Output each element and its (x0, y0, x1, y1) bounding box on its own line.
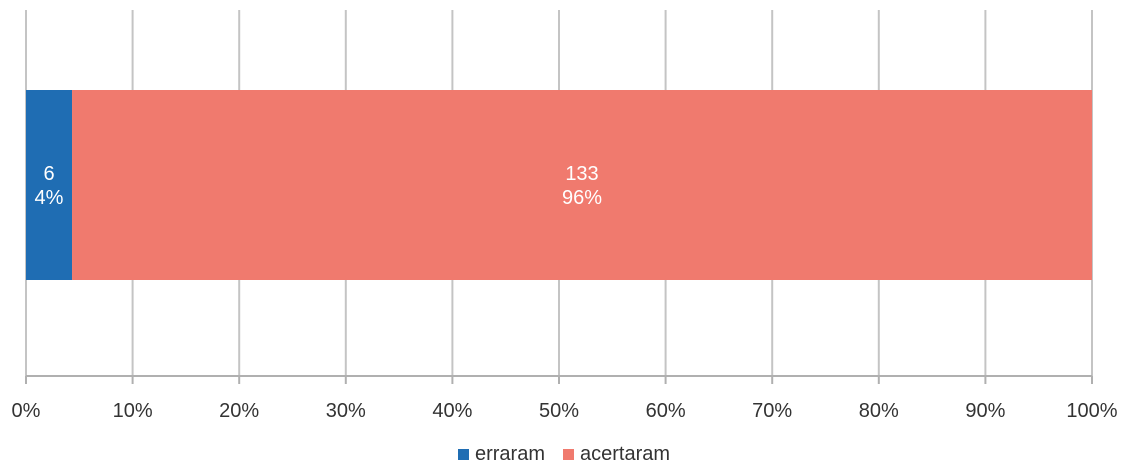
legend-item-erraram: erraram (457, 442, 545, 466)
legend-swatch-erraram (457, 448, 469, 460)
x-tick-label: 30% (326, 400, 366, 422)
data-label-percent-erraram: 4% (35, 187, 64, 209)
data-label-percent-acertaram: 96% (562, 187, 602, 209)
data-label-value-erraram: 6 (43, 163, 54, 185)
legend-label-erraram: erraram (474, 442, 545, 465)
x-tick-label: 90% (965, 400, 1005, 422)
x-tick-label: 50% (539, 400, 579, 422)
legend-swatch-acertaram (562, 448, 574, 460)
bar-segment-acertaram (72, 90, 1092, 280)
x-tick-label: 60% (646, 400, 686, 422)
x-tick-label: 20% (219, 400, 259, 422)
bars (26, 90, 1092, 280)
stacked-bar-chart: 0% 10% 20% 30% 40% 50% 60% 70% 80% 90% 100% 64% 133… (12, 10, 1118, 422)
legend-label-acertaram: acertaram (579, 442, 671, 465)
x-axis: 0% 10% 20% 30% 40% 50% 60% 70% 80% 90% 100% (12, 375, 1118, 422)
data-label-value-acertaram: 133 (565, 163, 598, 185)
x-tick-label: 10% (113, 400, 153, 422)
x-tick-label: 70% (752, 400, 792, 422)
bar-segment-erraram (26, 90, 73, 280)
x-tick-label: 80% (859, 400, 899, 422)
x-tick-label: 0% (12, 400, 41, 422)
x-tick-label: 40% (432, 400, 472, 422)
x-tick-label: 100% (1066, 400, 1117, 422)
legend-item-acertaram: acertaram (562, 442, 671, 466)
legend: erraram acertaram (0, 440, 1128, 468)
